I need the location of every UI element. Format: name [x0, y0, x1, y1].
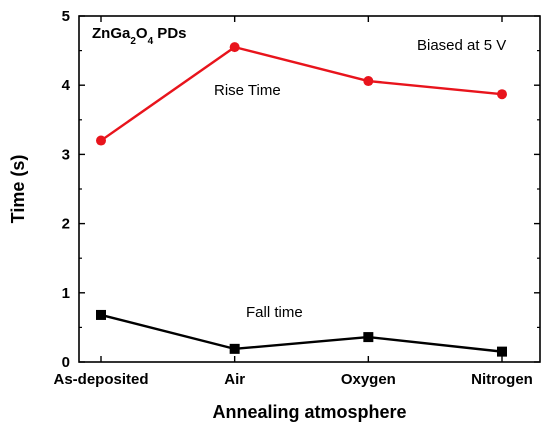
x-tick-label: Nitrogen	[471, 371, 533, 388]
series-label-rise-time: Rise Time	[214, 82, 281, 99]
x-axis-title: Annealing atmosphere	[212, 402, 406, 422]
data-point	[497, 346, 507, 357]
data-point	[229, 42, 240, 53]
series-line-1	[100, 313, 503, 353]
x-tick-label: Oxygen	[341, 371, 396, 388]
y-tick-label: 2	[62, 216, 70, 233]
x-tick-label: As-deposited	[53, 371, 148, 388]
data-point	[96, 309, 106, 320]
y-tick-label: 5	[62, 8, 70, 25]
plot-frame	[78, 15, 541, 363]
bias-label: Biased at 5 V	[417, 37, 506, 54]
series-label-fall-time: Fall time	[246, 304, 303, 321]
data-point	[229, 343, 240, 354]
y-tick-label: 0	[62, 354, 70, 371]
y-tick-label: 3	[62, 146, 70, 163]
axes: 0 1 2 3 4 5 As-deposited Air Oxygen Nitrogen	[53, 8, 541, 388]
y-tick-label: 1	[62, 285, 70, 302]
data-point	[96, 135, 106, 146]
series-layer	[96, 42, 507, 357]
data-point	[363, 332, 374, 343]
x-tick-label: Air	[224, 371, 245, 388]
device-label: ZnGa2O4 PDs	[92, 25, 187, 47]
y-axis-title: Time (s)	[8, 155, 28, 224]
series-line-0	[100, 45, 503, 142]
y-tick-label: 4	[62, 77, 71, 94]
data-point	[363, 76, 374, 87]
data-point	[497, 89, 507, 100]
